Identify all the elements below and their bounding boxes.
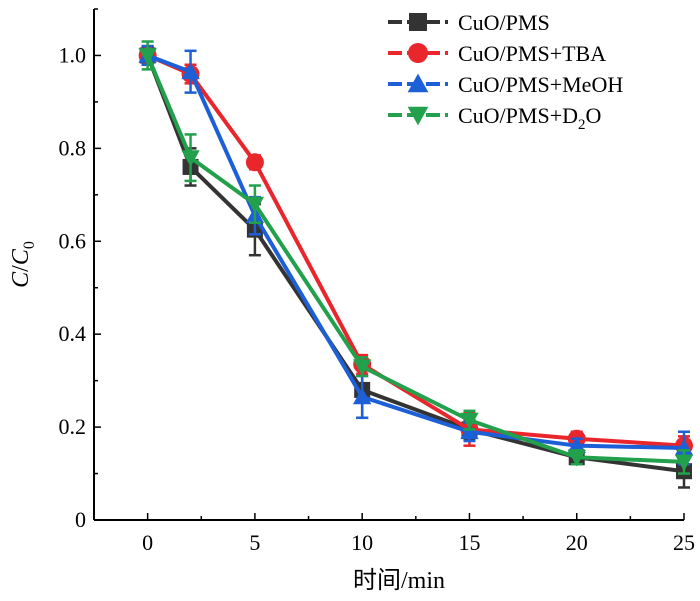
legend-marker (407, 73, 429, 93)
legend-marker (408, 43, 428, 63)
y-tick-label: 0.6 (59, 228, 87, 253)
x-tick-label: 0 (142, 530, 153, 555)
x-tick-label: 20 (566, 530, 588, 555)
y-title-slash: / (8, 265, 34, 272)
legend-label-part: CuO/PMS+TBA (458, 41, 606, 66)
data-point (674, 454, 694, 472)
series-3 (138, 40, 694, 475)
data-point (245, 153, 264, 172)
y-tick-label: 0 (75, 507, 86, 532)
data-point (245, 196, 265, 214)
series-layer (138, 40, 694, 489)
legend-marker (409, 13, 427, 31)
data-point (352, 387, 372, 405)
legend-entry-0: CuO/PMS (388, 10, 550, 35)
legend-label: CuO/PMS+MeOH (458, 72, 623, 97)
legend-entry-3: CuO/PMS+D2O (388, 103, 601, 133)
data-point (181, 150, 200, 167)
legend-label: CuO/PMS (458, 10, 550, 35)
data-point (460, 422, 479, 440)
legend-label-part: O (586, 103, 602, 128)
y-title-main: C (8, 271, 34, 288)
legend-label: CuO/PMS+D2O (458, 103, 601, 133)
legend-label-part: CuO/PMS+MeOH (458, 72, 623, 97)
data-point (567, 449, 586, 467)
legend-marker (407, 106, 429, 126)
legend: CuO/PMS CuO/PMS+TBA CuO/PMS+MeOH CuO/PMS+D2… (388, 10, 623, 133)
data-point (352, 359, 372, 376)
data-point (138, 48, 157, 65)
y-axis-title: C/C0 (8, 241, 38, 288)
x-tick-label: 25 (673, 530, 695, 555)
y-tick-label: 1.0 (59, 42, 87, 67)
data-point (460, 412, 479, 430)
x-tick-label: 5 (249, 530, 260, 555)
y-tick-label: 0.4 (59, 321, 87, 346)
y-axis-title-text: C/C0 (8, 241, 38, 288)
legend-label-part: CuO/PMS+D (458, 103, 578, 128)
x-tick-label: 15 (458, 530, 480, 555)
x-axis-title: 时间/min (353, 567, 445, 594)
y-title-sub-base: C (8, 248, 34, 265)
y-tick-label: 0.8 (59, 135, 87, 160)
legend-entry-1: CuO/PMS+TBA (388, 41, 606, 66)
data-point (181, 62, 200, 80)
x-tick-label: 10 (351, 530, 373, 555)
legend-label: CuO/PMS+TBA (458, 41, 606, 66)
legend-entry-2: CuO/PMS+MeOH (388, 72, 623, 97)
data-point (567, 436, 586, 454)
y-tick-label: 0.2 (59, 414, 87, 439)
legend-label-part: 2 (578, 117, 586, 133)
y-title-sub-index: 0 (21, 241, 38, 249)
legend-label-part: CuO/PMS (458, 10, 550, 35)
